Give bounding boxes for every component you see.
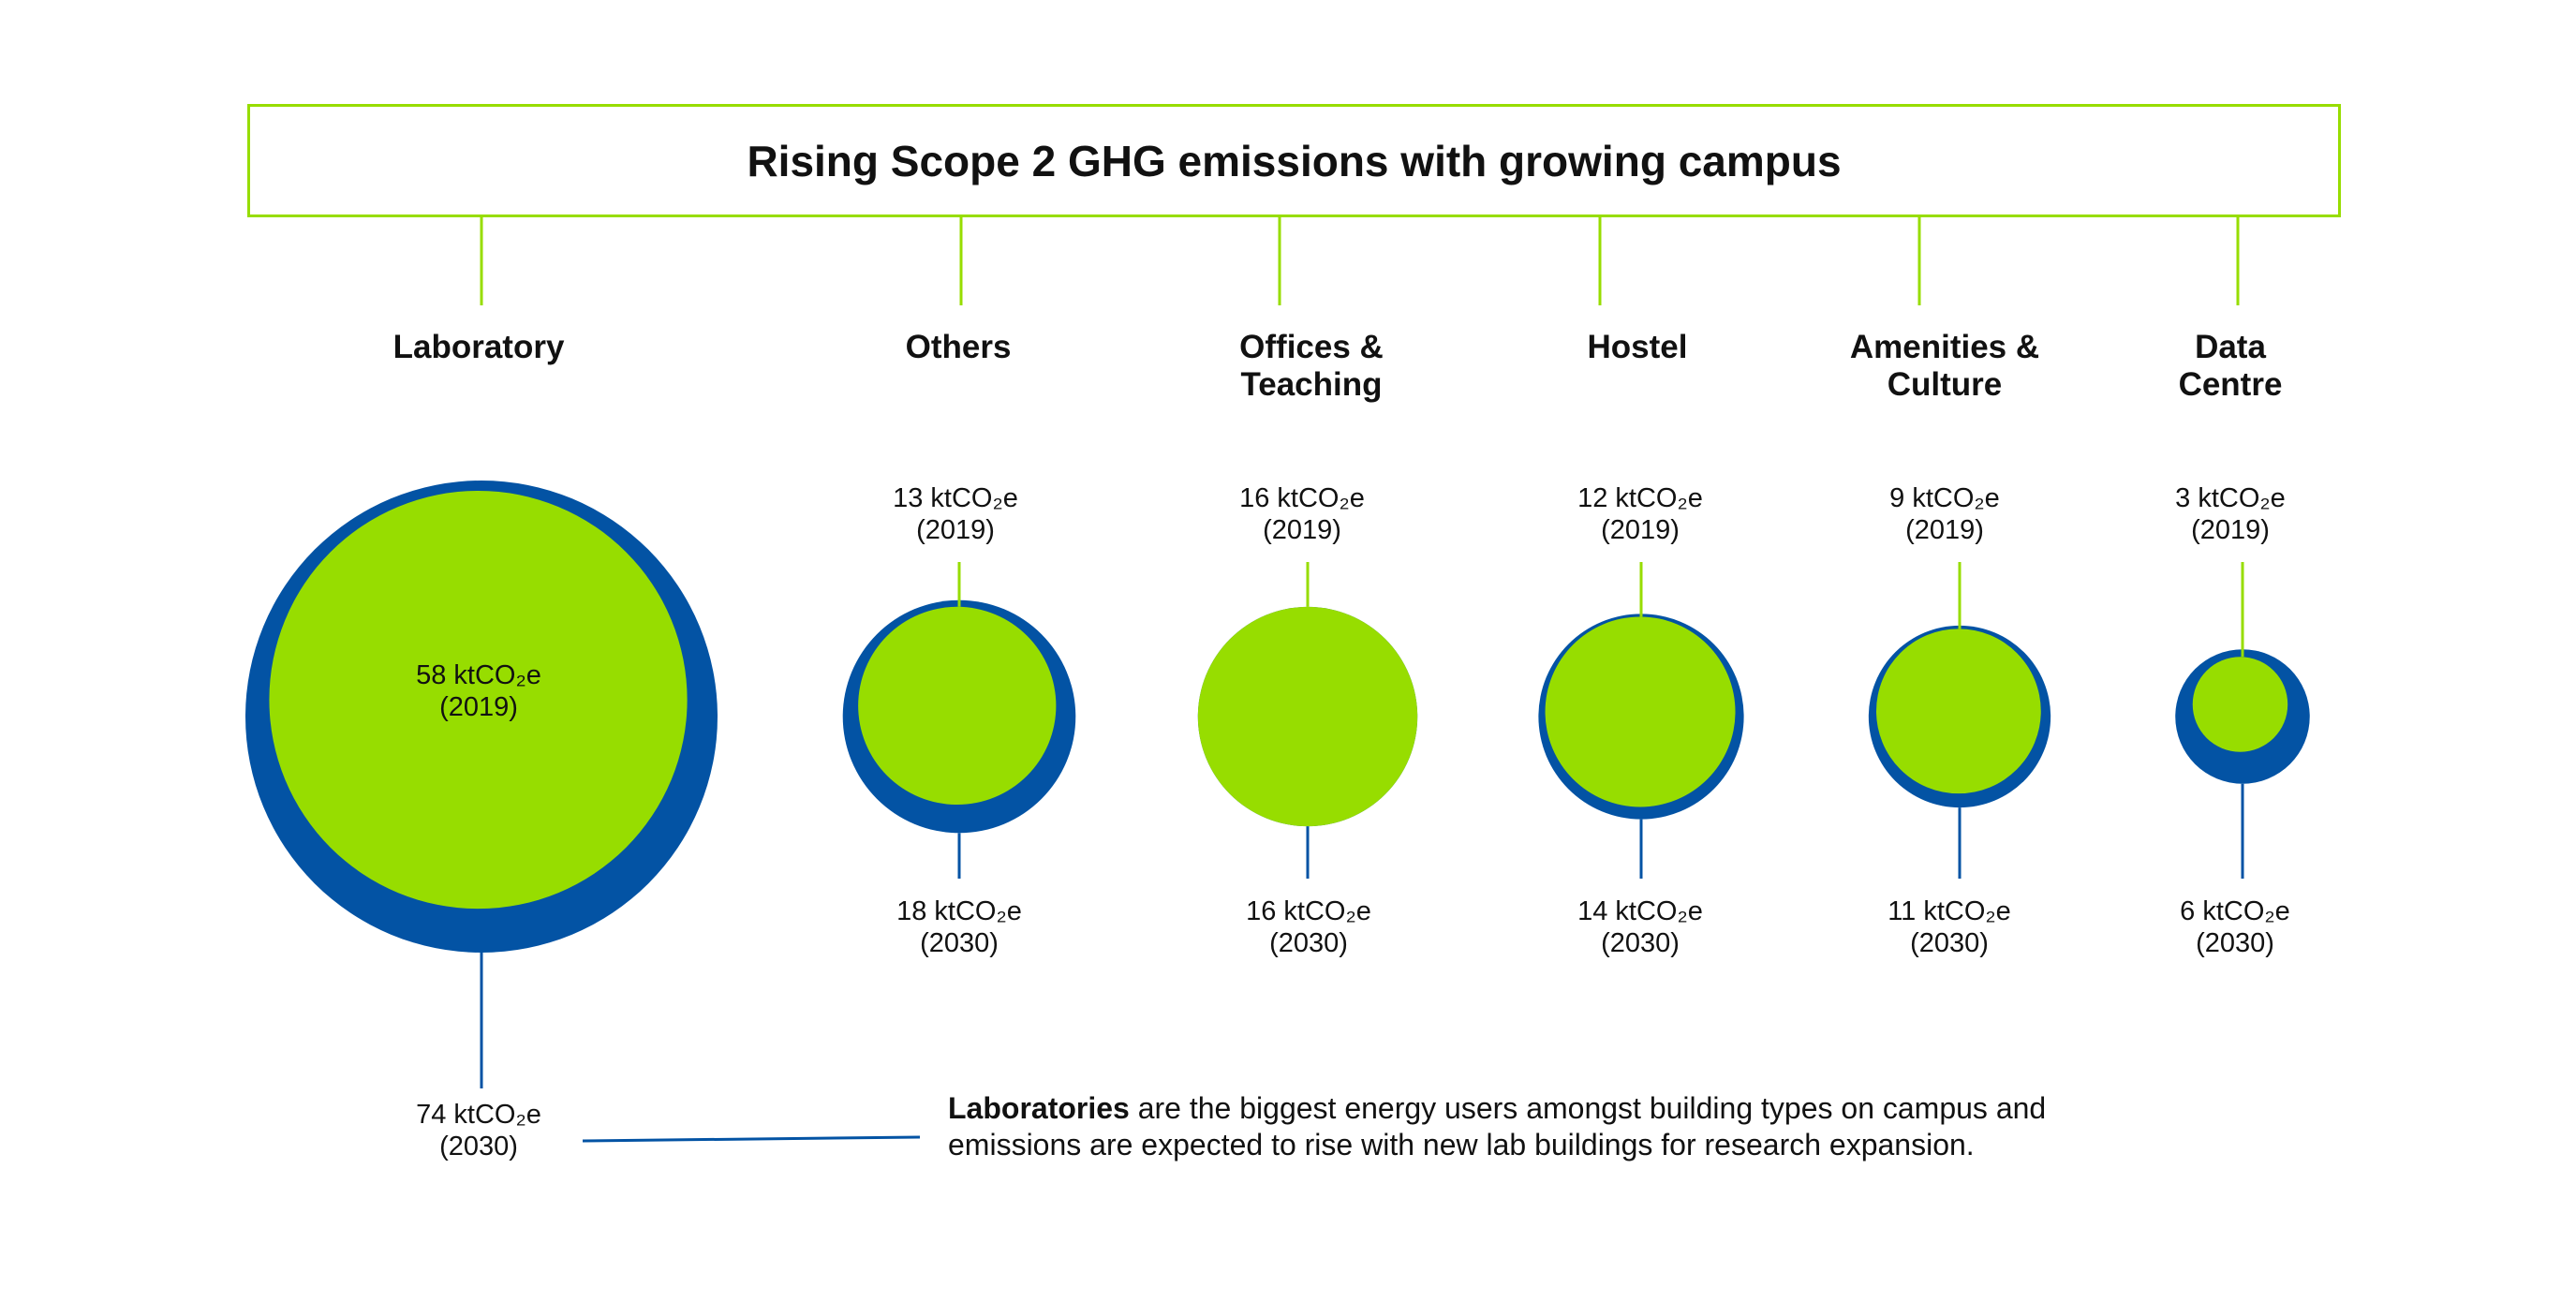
- page-title: Rising Scope 2 GHG emissions with growin…: [747, 136, 1842, 185]
- category-label-others: Others: [905, 329, 1012, 365]
- bubble-2019-data-centre: [2192, 657, 2288, 752]
- category-label-hostel: Hostel: [1587, 329, 1688, 365]
- value-label-data-centre-2019: 3 ktCO₂e (2019): [2175, 483, 2286, 545]
- value-label-hostel-2019: 12 ktCO₂e (2019): [1577, 483, 1703, 545]
- value-label-laboratory-2019: 58 ktCO₂e (2019): [416, 660, 541, 722]
- bubble-2019-hostel: [1545, 616, 1736, 807]
- value-label-others-2030: 18 ktCO₂e (2030): [896, 896, 1022, 958]
- value-label-hostel-2030: 14 ktCO₂e (2030): [1577, 896, 1703, 958]
- value-label-offices-2030: 16 ktCO₂e (2030): [1246, 896, 1371, 958]
- title-box: Rising Scope 2 GHG emissions with growin…: [247, 104, 2341, 217]
- value-label-data-centre-2030: 6 ktCO₂e (2030): [2180, 896, 2290, 958]
- note-bold: Laboratories: [948, 1091, 1130, 1125]
- note-line-1: are the biggest energy users amongst bui…: [1129, 1091, 2047, 1125]
- value-label-others-2019: 13 ktCO₂e (2019): [893, 483, 1018, 545]
- bubble-2019-offices-teaching: [1197, 606, 1418, 827]
- bubble-2019-amenities-culture: [1876, 629, 2041, 794]
- note-line-2: emissions are expected to rise with new …: [948, 1128, 1975, 1161]
- category-label-laboratory: Laboratory: [392, 329, 565, 365]
- value-label-laboratory-2030: 74 ktCO₂e (2030): [416, 1100, 541, 1161]
- category-label-data-centre: Data Centre: [2178, 329, 2283, 403]
- annotation-note: Laboratories are the biggest energy user…: [948, 1090, 2259, 1163]
- value-label-amenities-2030: 11 ktCO₂e (2030): [1888, 896, 2011, 958]
- bubble-2019-others: [858, 606, 1057, 806]
- category-label-amenities-culture: Amenities & Culture: [1849, 329, 2040, 403]
- annotation-leader-line: [582, 1135, 921, 1143]
- category-label-offices-teaching: Offices & Teaching: [1239, 329, 1384, 403]
- bubble-2019-laboratory: [269, 490, 688, 910]
- value-label-offices-2019: 16 ktCO₂e (2019): [1239, 483, 1365, 545]
- value-label-amenities-2019: 9 ktCO₂e (2019): [1889, 483, 2000, 545]
